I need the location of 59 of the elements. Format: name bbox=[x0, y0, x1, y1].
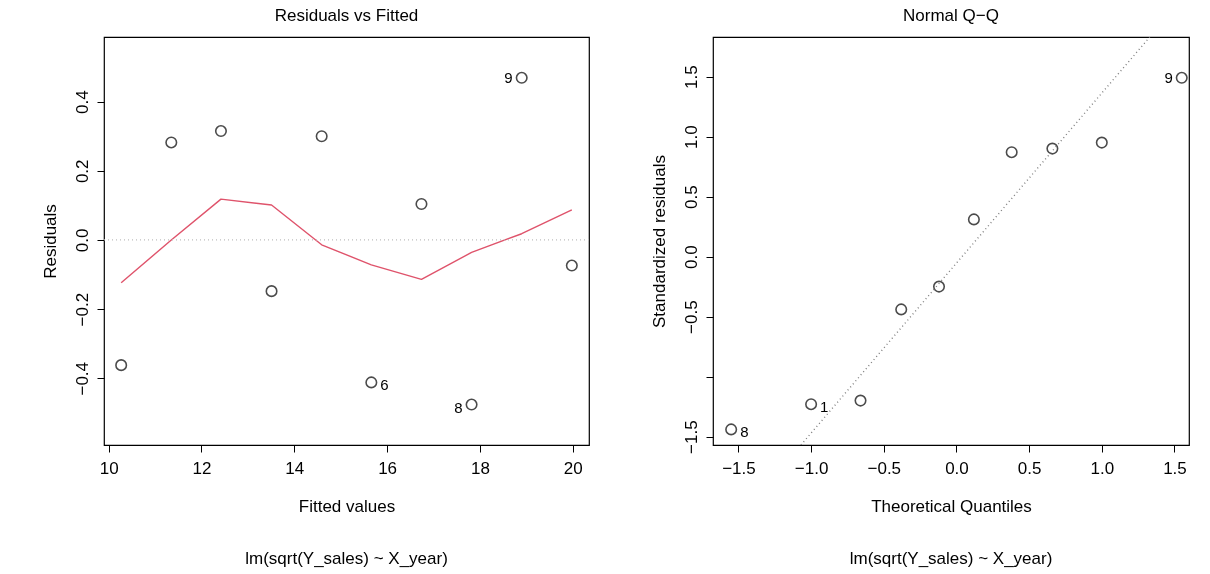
chart-title: Residuals vs Fitted bbox=[274, 6, 419, 25]
y-axis-title: Standardized residuals bbox=[649, 155, 669, 328]
y-tick-label: −0.5 bbox=[681, 300, 701, 334]
x-axis-title: Theoretical Quantiles bbox=[871, 496, 1032, 516]
x-tick-label: 1.5 bbox=[1163, 458, 1187, 478]
y-tick-label: −0.2 bbox=[72, 292, 92, 327]
chart-title: Normal Q−Q bbox=[903, 6, 999, 25]
y-tick-label: 0.2 bbox=[72, 159, 92, 184]
x-tick-label: −0.5 bbox=[867, 458, 902, 478]
x-axis-title: Fitted values bbox=[298, 496, 396, 516]
point bbox=[1095, 136, 1108, 149]
annotation: 6 bbox=[380, 376, 389, 394]
x-tick-label: 14 bbox=[285, 458, 305, 478]
point bbox=[1175, 71, 1188, 84]
x-tick-label: 10 bbox=[99, 458, 119, 478]
point bbox=[115, 359, 128, 372]
point bbox=[465, 398, 478, 411]
line-series bbox=[120, 198, 573, 284]
point bbox=[1005, 146, 1018, 159]
x-tick-label: 20 bbox=[563, 458, 583, 478]
annotation: 8 bbox=[740, 423, 749, 441]
x-tick-label: 0.0 bbox=[945, 458, 969, 478]
y-tick-label: 1.0 bbox=[681, 125, 701, 149]
x-tick-label: −1.5 bbox=[722, 458, 756, 478]
point bbox=[725, 423, 738, 436]
point bbox=[854, 394, 867, 407]
annotation: 8 bbox=[454, 398, 463, 416]
y-tick-label: −0.4 bbox=[72, 361, 92, 396]
point bbox=[1046, 142, 1059, 155]
y-tick-label: 0.0 bbox=[681, 245, 701, 269]
annotation: 9 bbox=[504, 68, 513, 86]
y-tick-label: 0.5 bbox=[681, 185, 701, 209]
x-tick-label: 0.5 bbox=[1017, 458, 1042, 478]
y-tick-label: 0.0 bbox=[72, 228, 92, 253]
point bbox=[895, 303, 908, 316]
point bbox=[515, 71, 528, 84]
point bbox=[415, 197, 428, 211]
annotation: 1 bbox=[820, 398, 829, 416]
x-tick-label: 1.0 bbox=[1090, 458, 1115, 478]
point bbox=[165, 136, 178, 149]
y-axis-title: Residuals bbox=[40, 204, 60, 279]
point bbox=[265, 285, 278, 298]
text: lm(sqrt(Y_sales) ~ X_year) bbox=[849, 549, 1053, 568]
y-tick-label: −1.5 bbox=[681, 420, 701, 454]
point bbox=[365, 376, 378, 389]
point bbox=[805, 398, 818, 411]
x-tick-label: −1.0 bbox=[794, 458, 829, 478]
x-tick-label: 12 bbox=[192, 458, 212, 478]
point bbox=[967, 213, 980, 226]
point bbox=[565, 259, 578, 272]
x-tick-label: 18 bbox=[470, 458, 490, 478]
y-tick-label: 1.5 bbox=[681, 65, 701, 89]
point bbox=[315, 130, 328, 143]
point bbox=[214, 125, 227, 138]
point bbox=[932, 280, 946, 293]
y-tick-label: 0.4 bbox=[72, 90, 92, 114]
annotation: 9 bbox=[1164, 68, 1173, 86]
text: lm(sqrt(Y_sales) ~ X_year) bbox=[245, 549, 448, 568]
x-tick-label: 16 bbox=[378, 458, 398, 478]
